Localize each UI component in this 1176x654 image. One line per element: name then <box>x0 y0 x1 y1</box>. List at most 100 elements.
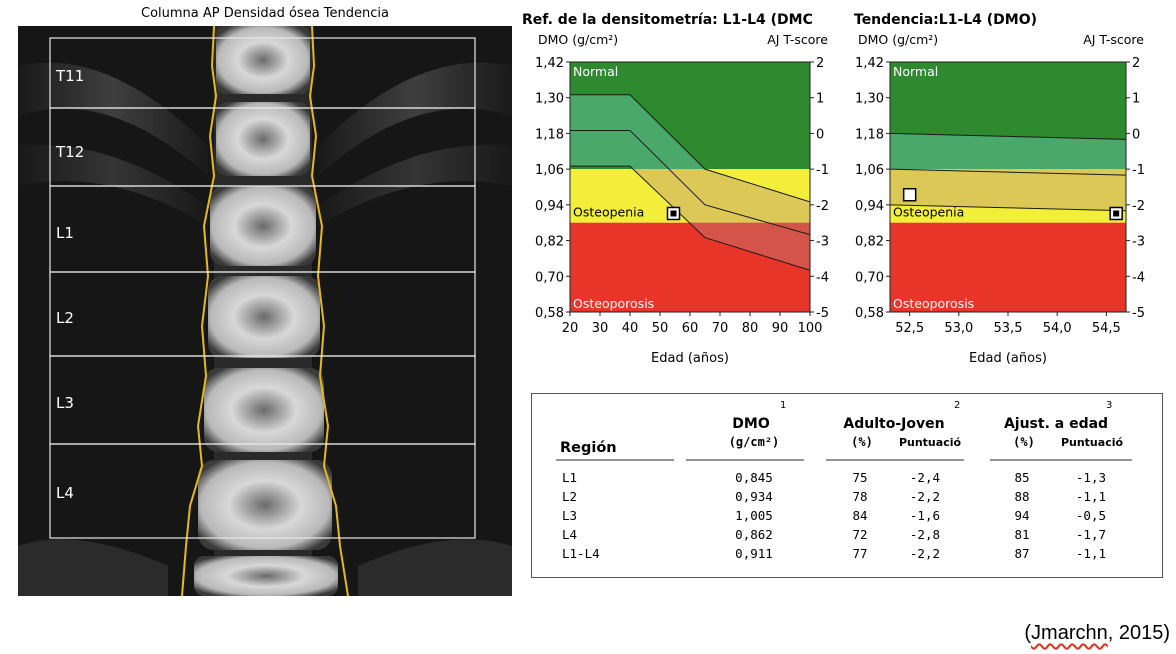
chart0-xtick-label: 20 <box>562 321 579 336</box>
chart0-y2tick-label: -3 <box>816 235 829 250</box>
cell-region: L1-L4 <box>562 546 600 561</box>
cell-adj-pct: 81 <box>1014 527 1029 542</box>
chart1-zone-osteoporosis <box>890 222 1126 312</box>
chart0-ytick-label: 1,42 <box>535 56 564 71</box>
cell-dmo: 0,934 <box>735 489 773 504</box>
roi-label-l2: L2 <box>56 309 74 327</box>
results-table: Región DMO 1 (g/cm²) Adulto-Joven 2 (%) Puntuac… <box>531 393 1163 578</box>
chart1-xtick-label: 53,0 <box>944 321 973 336</box>
roi-label-l4: L4 <box>56 484 74 502</box>
chart1-xlabel: Edad (años) <box>969 351 1047 366</box>
th-note-1: 1 <box>780 400 786 411</box>
citation-open: ( <box>1024 622 1032 644</box>
th-region: Región <box>560 440 617 456</box>
th-adj-pct: (%) <box>1013 435 1035 449</box>
chart0-ytick-label: 0,58 <box>535 306 564 321</box>
chart1-xtick-label: 52,5 <box>895 321 924 336</box>
cell-adj-pct: 94 <box>1014 508 1029 523</box>
roi-label-t12: T12 <box>55 143 84 161</box>
chart1-y2tick-label: -2 <box>1132 199 1145 214</box>
chart1-xtick-label: 54,5 <box>1092 321 1121 336</box>
chart1-xtick-label: 53,5 <box>994 321 1023 336</box>
cell-adj-score: -1,1 <box>1076 489 1106 504</box>
scan-title: Columna AP Densidad ósea Tendencia <box>141 6 389 21</box>
chart0-curve-upper <box>570 94 810 203</box>
chart0-curve-middle <box>570 129 810 236</box>
cell-adult-score: -2,2 <box>910 489 940 504</box>
chart0-y2tick-label: 0 <box>816 127 824 142</box>
reference-chart: Ref. de la densitometría: L1-L4 (DMC DMO … <box>520 8 840 380</box>
chart1-ytick-label: 0,82 <box>855 235 884 250</box>
chart0-band-osteoporosis <box>689 222 810 271</box>
cell-adj-score: -1,7 <box>1076 527 1106 542</box>
chart0-y2tick-label: 2 <box>816 56 824 71</box>
chart1-y2tick-label: -3 <box>1132 235 1145 250</box>
chart1-zone-label-normal: Normal <box>893 64 938 79</box>
chart0-xtick-label: 70 <box>712 321 729 336</box>
reference-chart-svg: Ref. de la densitometría: L1-L4 (DMC DMO … <box>522 12 829 366</box>
chart1-ytick-label: 0,58 <box>855 306 884 321</box>
chart0-curve-lower <box>570 165 810 271</box>
chart1-curve-middle <box>890 168 1126 176</box>
chart0-y2tick-label: -2 <box>816 199 829 214</box>
chart0-y2tick-label: -4 <box>816 270 829 285</box>
chart1-band-normal <box>890 133 1126 170</box>
cell-adult-pct: 75 <box>852 470 867 485</box>
results-table-svg: Región DMO 1 (g/cm²) Adulto-Joven 2 (%) Puntuac… <box>556 400 1132 561</box>
cell-adj-pct: 87 <box>1014 546 1029 561</box>
cell-region: L3 <box>562 508 577 523</box>
chart0-zone-label-osteoporosis: Osteoporosis <box>573 296 654 311</box>
chart1-reference-bands <box>890 132 1126 212</box>
chart1-ytick-label: 1,30 <box>855 92 884 107</box>
chart0-y2tick-label: -5 <box>816 306 829 321</box>
chart1-xtick-label: 54,0 <box>1043 321 1072 336</box>
chart1-y2tick-label: 0 <box>1132 127 1140 142</box>
chart0-band-normal <box>570 94 706 170</box>
cell-dmo: 0,845 <box>735 470 773 485</box>
cell-dmo: 0,911 <box>735 546 773 561</box>
chart1-curve-lower <box>890 204 1126 212</box>
chart0-xtick-label: 30 <box>592 321 609 336</box>
th-note-2: 2 <box>954 400 960 411</box>
chart0-ytick-label: 1,18 <box>535 127 564 142</box>
chart1-data-point <box>902 187 917 202</box>
citation: (Jmarchn, 2015) <box>1024 622 1170 645</box>
th-dmo-unit: (g/cm²) <box>729 435 780 449</box>
cell-adult-score: -2,8 <box>910 527 940 542</box>
chart1-ytick-label: 1,42 <box>855 56 884 71</box>
chart1-zone-label-osteoporosis: Osteoporosis <box>893 296 974 311</box>
cell-adult-pct: 78 <box>852 489 867 504</box>
chart0-xtick-label: 40 <box>622 321 639 336</box>
bone-edge-left <box>181 26 218 596</box>
chart1-ylabel: DMO (g/cm²) <box>858 32 938 47</box>
chart0-xtick-label: 100 <box>798 321 823 336</box>
cell-adult-pct: 84 <box>852 508 867 523</box>
chart1-y2tick-label: -1 <box>1132 163 1145 178</box>
cell-adult-pct: 72 <box>852 527 867 542</box>
chart0-zone-label-normal: Normal <box>573 64 618 79</box>
chart1-band-osteopenia <box>890 169 1126 211</box>
cell-region: L2 <box>562 489 577 504</box>
chart1-y2label: AJ T-score <box>1083 32 1144 47</box>
cell-dmo: 0,862 <box>735 527 773 542</box>
chart0-xtick-label: 90 <box>772 321 789 336</box>
cell-region: L1 <box>562 470 577 485</box>
trend-chart-svg: Tendencia:L1-L4 (DMO) DMO (g/cm²) AJ T-sco… <box>854 12 1145 366</box>
th-note-3: 3 <box>1106 400 1112 411</box>
cell-adult-score: -2,2 <box>910 546 940 561</box>
chart0-ytick-label: 1,30 <box>535 92 564 107</box>
chart1-y2tick-label: 1 <box>1132 92 1140 107</box>
chart0-y2tick-label: -1 <box>816 163 829 178</box>
cell-adult-score: -2,4 <box>910 470 940 485</box>
roi-boxes <box>49 37 476 539</box>
chart1-ytick-label: 0,70 <box>855 270 884 285</box>
chart0-ytick-label: 0,70 <box>535 270 564 285</box>
vertebrae <box>194 26 338 596</box>
citation-author: Jmarchn <box>1031 622 1108 644</box>
chart1-ytick-label: 0,94 <box>855 199 884 214</box>
chart0-zone-label-osteopenia: Osteopenia <box>573 205 644 220</box>
chart0-ytick-label: 1,06 <box>535 163 564 178</box>
chart1-y2tick-label: -5 <box>1132 306 1145 321</box>
cell-adj-score: -1,3 <box>1076 470 1106 485</box>
chart1-y2tick-label: 2 <box>1132 56 1140 71</box>
